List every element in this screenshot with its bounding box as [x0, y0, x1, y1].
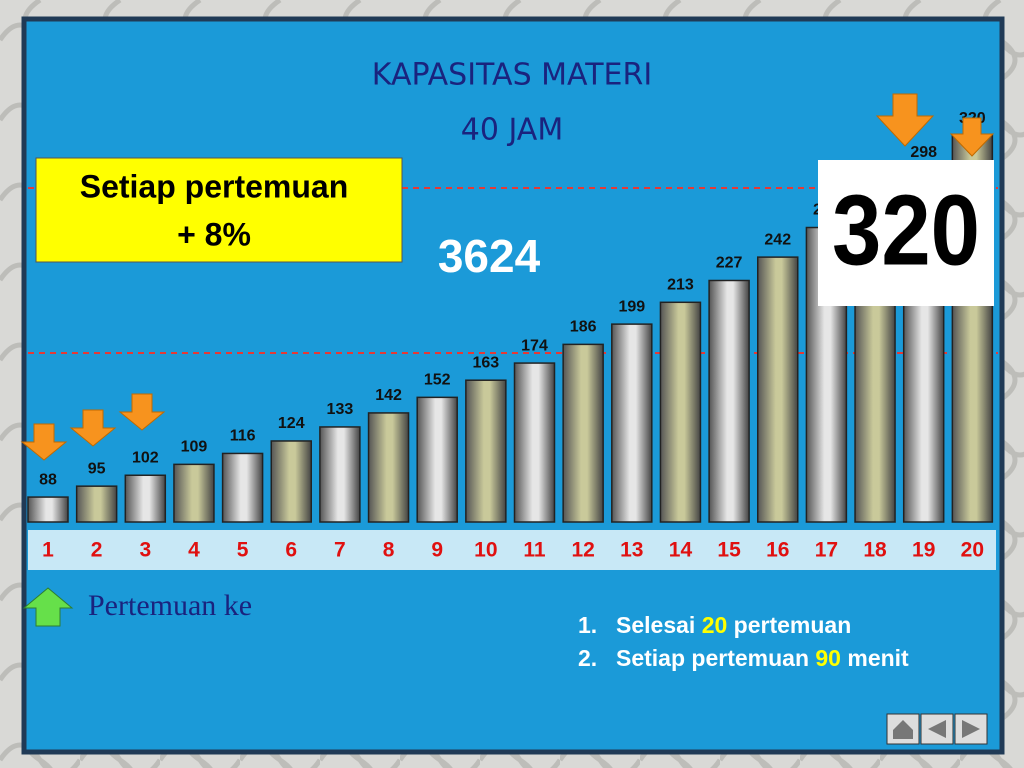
bar — [708, 279, 750, 523]
note-text: Selesai — [616, 612, 702, 638]
x-tick-label: 20 — [961, 539, 984, 562]
arrow — [875, 93, 935, 147]
note-number-highlight: 20 — [702, 612, 728, 638]
x-tick-label: 18 — [863, 539, 887, 562]
nav-buttons — [886, 713, 988, 745]
x-tick-label: 13 — [620, 539, 643, 562]
callout-box — [35, 157, 403, 263]
value-label: 298 — [910, 144, 937, 161]
prev-icon — [928, 720, 946, 738]
x-axis-label: Pertemuan ke — [88, 589, 252, 622]
bar — [124, 474, 167, 523]
value-label: 199 — [618, 298, 645, 315]
title: KAPASITAS MATERI — [372, 58, 652, 93]
value-label: 116 — [230, 428, 256, 445]
bar — [173, 463, 215, 523]
arrow — [949, 117, 995, 157]
x-tick-label: 12 — [571, 539, 594, 562]
next-icon — [962, 720, 980, 738]
note: 1. Selesai 20 pertemuan — [578, 612, 851, 638]
x-tick-label: 9 — [431, 539, 443, 562]
note-number-highlight: 90 — [815, 645, 841, 671]
callout-text: Setiap pertemuan — [80, 168, 349, 204]
value-label: 186 — [570, 319, 597, 336]
arrow — [69, 409, 117, 447]
bar — [757, 256, 799, 523]
bar — [270, 440, 312, 523]
bar — [221, 452, 264, 523]
total: 3624 — [438, 230, 541, 282]
x-tick-label: 4 — [188, 539, 200, 562]
callout-text: + 8% — [177, 216, 251, 252]
value-label: 152 — [424, 372, 451, 389]
bar — [465, 379, 507, 523]
note: 2. Setiap pertemuan 90 menit — [578, 645, 909, 671]
x-tick-label: 17 — [815, 539, 838, 562]
value-label: 174 — [521, 337, 548, 354]
x-tick-label: 6 — [285, 539, 297, 562]
x-tick-label: 3 — [139, 539, 151, 562]
up-arrow — [22, 587, 74, 627]
value-label: 88 — [39, 471, 57, 488]
note-text: pertemuan — [727, 612, 851, 638]
category-strip — [28, 530, 996, 570]
note-number: 1. — [578, 612, 597, 638]
x-tick-label: 1 — [42, 539, 54, 562]
final-box — [818, 160, 994, 306]
bar — [513, 362, 556, 523]
title: 40 JAM — [461, 113, 563, 148]
arrow — [118, 393, 166, 431]
bar — [319, 426, 361, 523]
value-label: 95 — [88, 460, 106, 477]
value-label: 142 — [375, 387, 402, 404]
bar — [75, 485, 118, 523]
final-value: 320 — [832, 174, 980, 286]
bar — [611, 323, 653, 523]
bar — [27, 496, 69, 523]
value-label: 163 — [472, 354, 499, 371]
value-label: 133 — [327, 401, 354, 418]
arrow — [20, 423, 68, 461]
bar — [367, 412, 410, 523]
x-tick-label: 8 — [383, 539, 395, 562]
notes: 1. Selesai 20 pertemuan 2. Setiap pertemua… — [578, 612, 909, 671]
bar — [562, 343, 604, 523]
value-label: 227 — [716, 255, 743, 272]
value-label: 242 — [764, 231, 791, 248]
value-label: 124 — [278, 415, 305, 432]
note-text: menit — [841, 645, 909, 671]
bar — [659, 301, 702, 523]
value-label: 213 — [667, 277, 694, 294]
bar — [416, 396, 458, 523]
x-tick-label: 7 — [334, 539, 346, 562]
x-tick-label: 11 — [523, 539, 546, 562]
arrows — [20, 93, 995, 461]
x-tick-label: 5 — [237, 539, 249, 562]
value-label: 109 — [181, 439, 208, 456]
x-tick-label: 15 — [717, 539, 741, 562]
x-tick-label: 2 — [91, 539, 103, 562]
note-text: Setiap pertemuan — [616, 645, 815, 671]
value-label: 102 — [132, 449, 159, 466]
x-tick-label: 10 — [474, 539, 497, 562]
x-tick-label: 14 — [669, 539, 693, 562]
note-number: 2. — [578, 645, 597, 671]
x-tick-label: 19 — [912, 539, 935, 562]
x-tick-label: 16 — [766, 539, 789, 562]
home-icon — [893, 720, 913, 739]
